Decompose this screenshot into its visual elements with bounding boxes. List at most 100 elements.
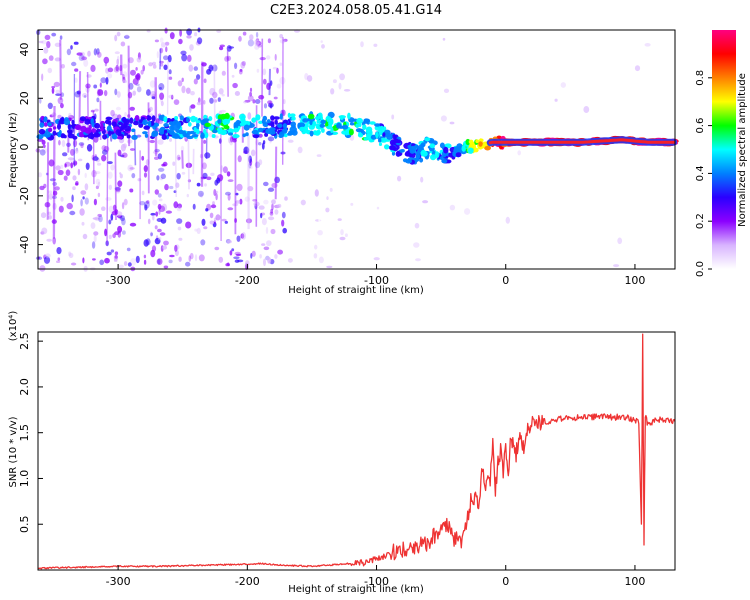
heatmap-background-cell — [119, 172, 122, 175]
heatmap-ridge-cell — [108, 120, 112, 127]
heatmap-background-cell — [143, 239, 149, 247]
heatmap-background-cell — [86, 74, 92, 78]
heatmap-ridge-cell — [355, 128, 363, 133]
heatmap-background-cell — [300, 199, 306, 206]
heatmap-background-cell — [97, 51, 102, 58]
heatmap-background-cell — [279, 76, 286, 85]
heatmap-background-cell — [117, 225, 123, 233]
heatmap-background-cell — [234, 259, 240, 263]
heatmap-ridge-cell — [112, 134, 118, 140]
heatmap-background-cell — [219, 46, 224, 51]
heatmap-background-cell — [114, 51, 120, 55]
heatmap-background-cell — [163, 240, 169, 246]
heatmap-background-cell — [160, 217, 167, 224]
heatmap-background-cell — [95, 185, 99, 190]
heatmap-background-cell — [117, 230, 122, 238]
heatmap-background-cell — [185, 221, 192, 229]
heatmap-background-cell — [255, 99, 261, 104]
heatmap-background-cell — [256, 68, 260, 73]
heatmap-ridge-cell — [71, 119, 75, 125]
heatmap-background-cell — [127, 57, 134, 64]
heatmap-background-cell — [169, 137, 172, 142]
heatmap-background-cell — [159, 63, 164, 67]
heatmap-ridge-cell — [105, 116, 113, 121]
heatmap-background-cell — [268, 216, 275, 221]
heatmap-background-cell — [68, 252, 74, 259]
heatmap-background-cell — [181, 54, 188, 62]
colorbar-label: Normalized spectral amplitude — [737, 73, 748, 227]
heatmap-ridge-cell — [124, 125, 132, 132]
heatmap-background-cell — [415, 258, 421, 262]
heatmap-background-cell — [67, 157, 75, 161]
heatmap-ridge-cell — [484, 145, 491, 151]
heatmap-background-cell — [42, 144, 46, 149]
heatmap-ridge-cell — [195, 120, 201, 124]
heatmap-background-cell — [225, 263, 230, 267]
heatmap-background-cell — [600, 105, 603, 111]
heatmap-background-cell — [221, 218, 227, 222]
heatmap-background-cell — [158, 83, 165, 91]
heatmap-background-cell — [214, 179, 219, 186]
heatmap-background-cell — [51, 219, 57, 224]
heatmap-background-cell — [37, 172, 43, 178]
heatmap-ridge-cell — [363, 137, 368, 141]
heatmap-background-cell — [164, 27, 168, 34]
heatmap-background-cell — [104, 257, 110, 264]
heatmap-background-cell — [156, 258, 163, 265]
heatmap-ridge-cell — [468, 139, 474, 145]
heatmap-background-cell — [92, 258, 96, 261]
heatmap-background-cell — [58, 139, 61, 146]
heatmap-background-cell — [449, 204, 456, 211]
heatmap-background-cell — [160, 100, 164, 107]
heatmap-ridge-cell — [44, 131, 51, 138]
heatmap-background-cell — [163, 64, 168, 71]
heatmap-background-cell — [282, 99, 286, 105]
heatmap-ridge-cell — [224, 112, 230, 120]
heatmap-background-cell — [212, 201, 215, 206]
heatmap-background-cell — [93, 84, 98, 89]
heatmap-background-cell — [176, 172, 181, 180]
heatmap-background-cell — [644, 43, 651, 47]
heatmap-background-cell — [74, 77, 78, 83]
heatmap-background-cell — [157, 203, 162, 210]
chart-title: C2E3.2024.058.05.41.G14 — [270, 3, 442, 18]
heatmap-background-cell — [99, 82, 102, 88]
heatmap-background-cell — [247, 39, 254, 47]
heatmap-background-cell — [92, 156, 99, 161]
heatmap-background-cell — [249, 34, 254, 41]
heatmap-background-cell — [79, 208, 85, 216]
heatmap-background-cell — [239, 68, 243, 72]
heatmap-background-cell — [57, 114, 62, 119]
snr-x-tick-label: -100 — [364, 575, 389, 588]
heatmap-background-cell — [66, 142, 71, 147]
heatmap-background-cell — [338, 82, 342, 90]
heatmap-background-cell — [135, 255, 140, 264]
snr-series-line — [37, 333, 676, 570]
heatmap-ridge-cell — [270, 123, 275, 128]
heatmap-ridge-cell — [472, 144, 477, 150]
heatmap-x-tick-label: 100 — [624, 274, 645, 287]
heatmap-background-cell — [56, 260, 61, 264]
heatmap-background-cell — [231, 248, 235, 252]
heatmap-background-cell — [325, 138, 331, 143]
heatmap-background-cell — [83, 59, 89, 67]
heatmap-background-cell — [129, 167, 135, 170]
heatmap-background-cell — [101, 206, 106, 211]
heatmap-ridge-cell — [211, 134, 216, 138]
heatmap-background-cell — [164, 183, 169, 191]
heatmap-background-cell — [116, 31, 121, 37]
heatmap-ridge-cell — [319, 123, 326, 128]
heatmap-background-cell — [196, 101, 202, 106]
heatmap-background-cell — [42, 58, 48, 65]
heatmap-background-cell — [168, 94, 174, 99]
heatmap-ridge-cell — [282, 119, 289, 125]
heatmap-background-cell — [329, 187, 333, 192]
heatmap-ridge-cell — [382, 132, 386, 137]
heatmap-background-cell — [54, 57, 61, 62]
heatmap-background-cell — [123, 198, 128, 206]
heatmap-background-cell — [139, 201, 146, 206]
heatmap-ridge-cell — [315, 116, 320, 121]
heatmap-background-cell — [189, 252, 194, 260]
heatmap-background-cell — [143, 172, 148, 178]
heatmap-background-cell — [160, 177, 163, 181]
